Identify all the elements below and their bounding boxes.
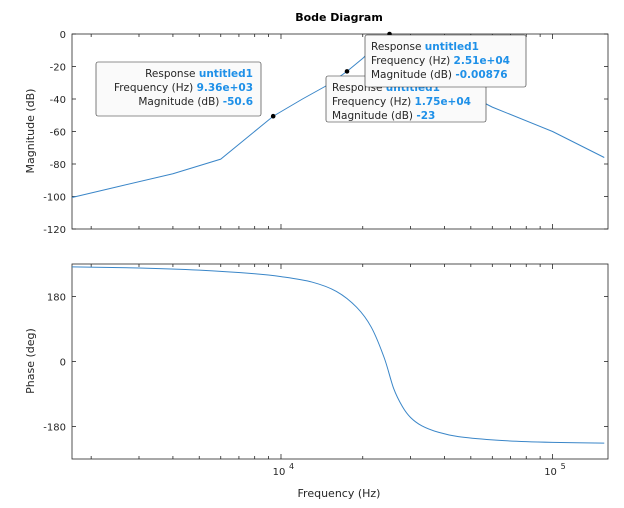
datatip-line: Magnitude (dB) -23 — [332, 110, 435, 122]
datatip-line: Frequency (Hz) 2.51e+04 — [371, 55, 510, 67]
y-tick-label: -40 — [50, 95, 66, 106]
datatip-line: Frequency (Hz) 9.36e+03 — [114, 82, 253, 94]
datatip-marker[interactable] — [270, 113, 276, 119]
y-tick-label: -80 — [50, 160, 66, 171]
phase-series-line — [71, 266, 605, 444]
datatip-box — [95, 61, 262, 117]
x-tick-label: 10 — [273, 467, 286, 478]
datatip-line: Response untitled1 — [145, 68, 253, 80]
magnitude-ylabel: Magnitude (dB) — [24, 89, 37, 174]
y-tick-label: 0 — [60, 30, 66, 41]
x-tick-exponent: 5 — [561, 462, 566, 471]
x-axis-label: Frequency (Hz) — [298, 487, 381, 500]
datatip-box — [364, 34, 527, 88]
x-tick-label: 10 — [544, 467, 557, 478]
chart-title: Bode Diagram — [295, 11, 383, 24]
magnitude-axes: 0 -20 -40 -60 -80 -100 -120 Magnitude (dB) Res… — [24, 30, 609, 236]
datatip-line: Frequency (Hz) 1.75e+04 — [332, 96, 471, 108]
datatip-line: Magnitude (dB) -0.00876 — [371, 69, 508, 81]
datatip-line: Magnitude (dB) -50.6 — [138, 96, 253, 108]
y-tick-label: -20 — [50, 63, 66, 74]
y-tick-label: -120 — [43, 225, 66, 236]
y-tick-label: -180 — [43, 423, 66, 434]
y-tick-label: 0 — [60, 358, 66, 369]
datatip-marker[interactable] — [344, 69, 350, 74]
y-tick-label: -60 — [50, 128, 66, 139]
datatip-1[interactable]: Response untitled1 Frequency (Hz) 9.36e+0… — [95, 61, 262, 117]
datatip-line: Response untitled1 — [371, 41, 479, 53]
x-tick-exponent: 4 — [289, 462, 294, 471]
datatip-3[interactable]: Response untitled1 Frequency (Hz) 2.51e+0… — [364, 34, 527, 88]
y-tick-label: -100 — [43, 193, 66, 204]
phase-ylabel: Phase (deg) — [24, 328, 37, 394]
y-tick-label: 180 — [47, 293, 66, 304]
